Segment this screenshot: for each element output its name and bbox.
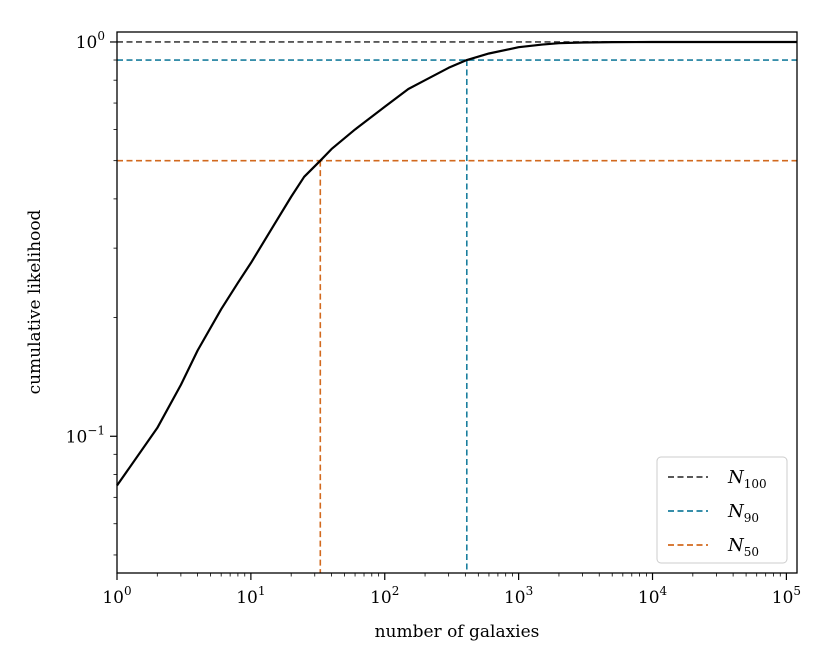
legend: N100 N90 N50 [656,456,788,564]
x-tick-label: 100 [102,584,131,608]
x-tick-label: 101 [236,584,265,608]
plot-frame [116,31,798,574]
legend-label: N100 [727,467,767,491]
x-tick-label: 102 [370,584,399,608]
series-line-cumulative [116,40,797,487]
series-layer [116,40,797,487]
x-tick-label: 105 [772,584,801,608]
y-tick-label: 100 [76,29,105,53]
y-axis: 10−1 100 [66,29,117,556]
legend-label: N90 [727,501,759,525]
y-tick-label: 10−1 [66,423,105,447]
legend-label: N50 [727,535,759,559]
x-axis-title: number of galaxies [375,622,540,642]
legend-box [656,456,788,564]
y-axis-title: cumulative likelihood [25,209,45,394]
reference-lines [117,41,797,573]
x-axis: 100 101 102 103 104 105 [102,573,801,608]
x-tick-label: 104 [638,584,668,608]
x-tick-label: 103 [504,584,533,608]
